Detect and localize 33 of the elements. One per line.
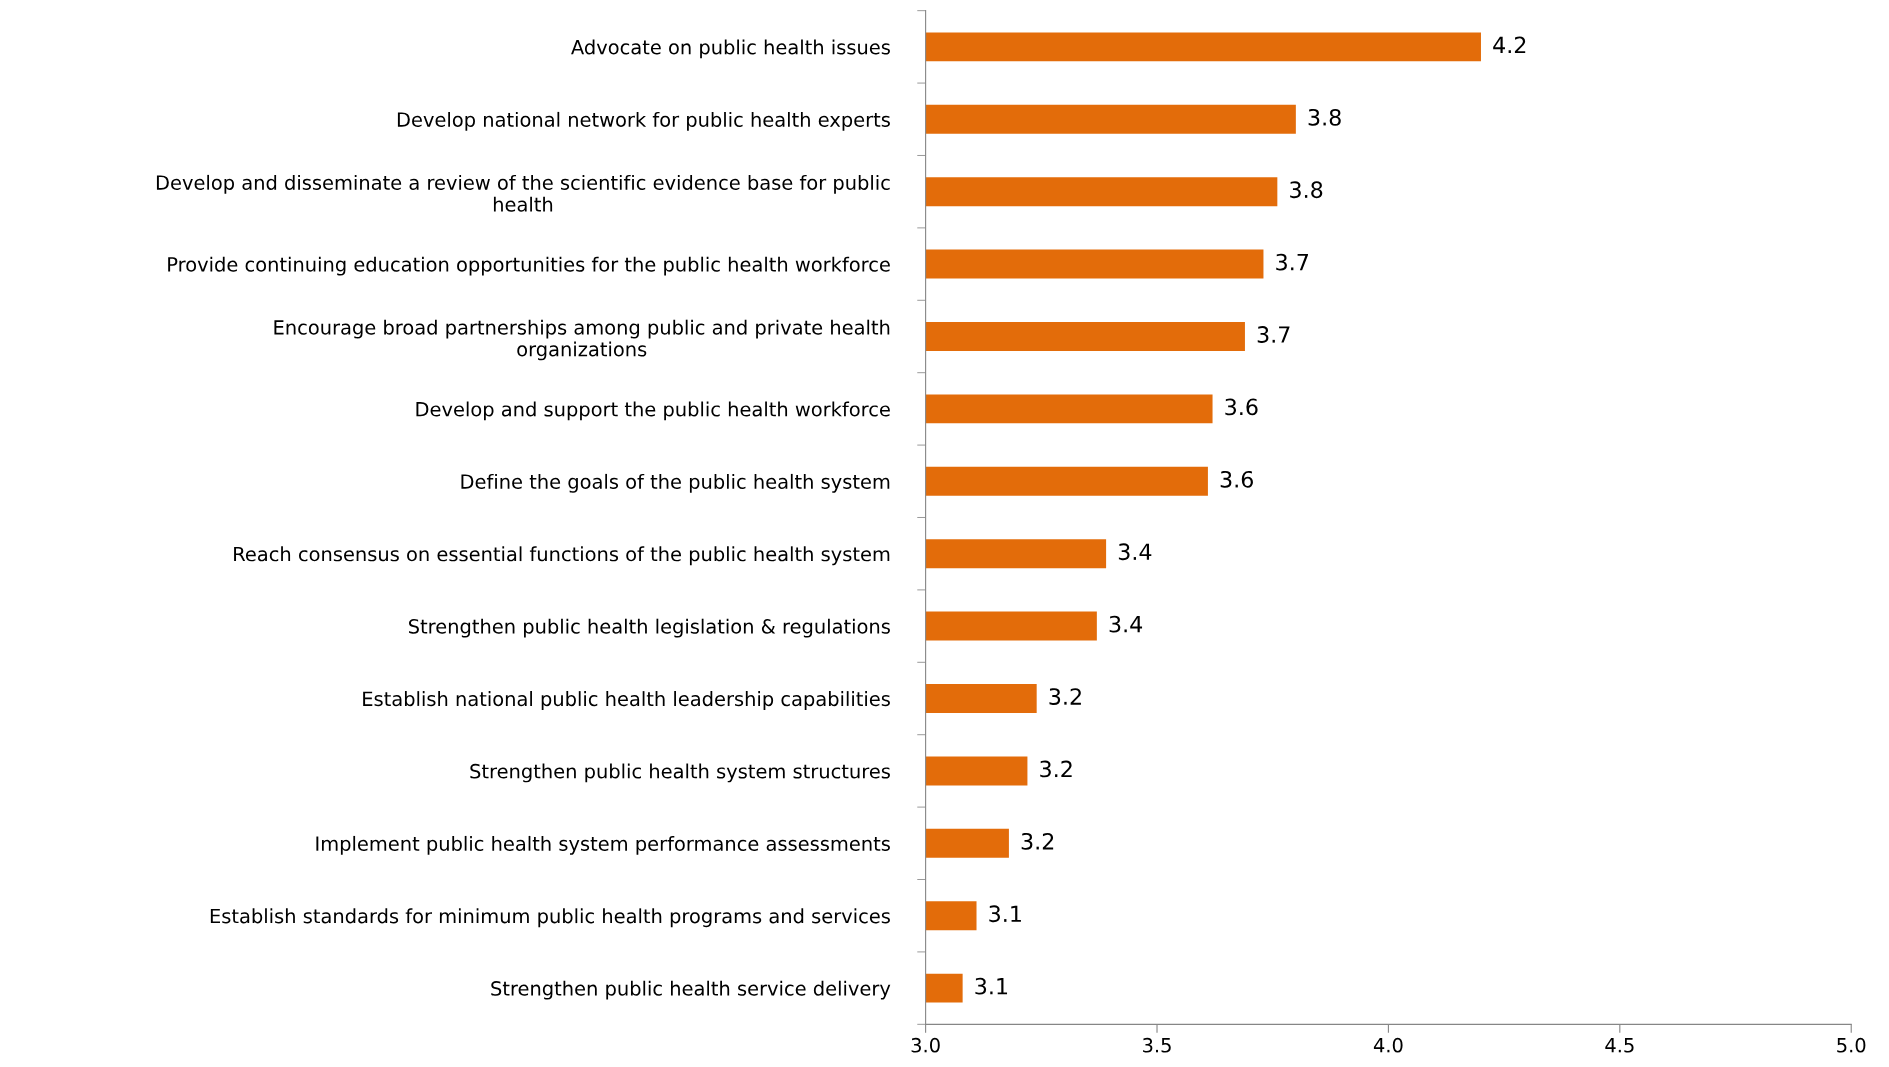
y-tick-label: Establish standards for minimum public health programs and services — [210, 908, 890, 928]
y-tick-label: Strengthen public health service delivery — [491, 980, 891, 1000]
y-tick-label: Develop and disseminate a review of the scientific evidence base for public health — [156, 174, 890, 212]
x-tick-label: 3.0 — [911, 1037, 940, 1053]
data-label: 3.7 — [1257, 326, 1290, 343]
y-tick-label: Strengthen public health legislation & regulations — [408, 618, 890, 638]
data-label: 3.6 — [1220, 470, 1253, 488]
data-label: 4.2 — [1493, 36, 1526, 53]
y-tick-label: Advocate on public health issues — [571, 39, 890, 59]
data-label: 3.8 — [1290, 181, 1323, 199]
data-label: 3.1 — [989, 905, 1021, 923]
y-tick-label: Encourage broad partnerships among public and private health organizations — [274, 319, 890, 361]
data-label: 3.6 — [1225, 398, 1258, 416]
data-label: 3.8 — [1308, 108, 1341, 126]
data-label: 3.7 — [1276, 253, 1309, 271]
y-tick-label: Establish national public health leadership capabilities — [363, 691, 890, 710]
y-tick-label: Reach consensus on essential functions of the public health system — [234, 546, 890, 566]
x-tick-label: 3.5 — [1143, 1037, 1171, 1053]
y-tick-label: Provide continuing education opportunities for the public health workforce — [168, 256, 890, 276]
y-tick-label: Develop national network for public health experts — [397, 111, 890, 131]
y-tick-label: Define the goals of the public health system — [461, 473, 890, 493]
y-tick-label: Implement public health system performance assessments — [316, 835, 890, 855]
data-label: 3.1 — [975, 977, 1008, 995]
data-label: 3.2 — [1049, 688, 1081, 705]
x-tick-label: 4.0 — [1373, 1037, 1403, 1053]
x-tick-label: 5.0 — [1837, 1037, 1866, 1053]
y-tick-label: Develop and support the public health workforce — [416, 401, 890, 421]
data-label: 3.2 — [1040, 760, 1072, 778]
data-label: 3.2 — [1021, 832, 1054, 850]
y-tick-label: Strengthen public health system structures — [470, 763, 890, 783]
data-label: 3.4 — [1118, 543, 1152, 561]
data-label: 3.4 — [1109, 615, 1143, 633]
x-tick-label: 4.5 — [1605, 1038, 1634, 1053]
